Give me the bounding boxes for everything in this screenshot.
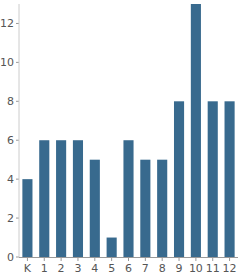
bar <box>140 160 150 257</box>
x-tick <box>212 257 213 261</box>
x-tick <box>162 257 163 261</box>
chart: 024681012K123456789101112 <box>0 0 240 277</box>
x-tick-label: 9 <box>176 262 183 275</box>
x-tick-label: 1 <box>41 262 48 275</box>
chart-container: 024681012K123456789101112 <box>0 0 240 277</box>
bar <box>39 140 49 257</box>
x-tick <box>229 257 230 261</box>
x-tick-label: 11 <box>206 262 220 275</box>
x-tick <box>111 257 112 261</box>
bar <box>22 179 32 257</box>
x-tick <box>77 257 78 261</box>
x-tick-label: 8 <box>159 262 166 275</box>
bar <box>157 160 167 257</box>
x-tick-label: 7 <box>142 262 149 275</box>
x-tick <box>145 257 146 261</box>
x-tick <box>61 257 62 261</box>
y-tick-label: 10 <box>0 56 14 69</box>
x-tick <box>195 257 196 261</box>
bar <box>73 140 83 257</box>
y-axis <box>19 4 20 257</box>
bar <box>90 160 100 257</box>
x-tick-label: 5 <box>108 262 115 275</box>
x-tick-label: 12 <box>223 262 237 275</box>
x-tick-label: 3 <box>74 262 81 275</box>
bar <box>107 238 117 257</box>
y-tick-label: 2 <box>7 212 14 225</box>
bar <box>225 101 235 257</box>
y-tick-label: 0 <box>7 251 14 264</box>
bar <box>208 101 218 257</box>
y-tick-label: 12 <box>0 17 14 30</box>
bar <box>56 140 66 257</box>
x-tick-label: 6 <box>125 262 132 275</box>
x-tick-label: 4 <box>91 262 98 275</box>
x-tick <box>179 257 180 261</box>
x-tick-label: 2 <box>58 262 65 275</box>
y-tick-label: 4 <box>7 173 14 186</box>
x-tick <box>44 257 45 261</box>
x-tick <box>128 257 129 261</box>
x-tick <box>27 257 28 261</box>
bars <box>22 4 234 257</box>
x-tick <box>94 257 95 261</box>
bar <box>123 140 133 257</box>
y-tick-label: 8 <box>7 95 14 108</box>
bar <box>191 4 201 257</box>
x-tick-label: K <box>24 262 32 275</box>
y-tick-label: 6 <box>7 134 14 147</box>
bar <box>174 101 184 257</box>
x-tick-label: 10 <box>189 262 203 275</box>
